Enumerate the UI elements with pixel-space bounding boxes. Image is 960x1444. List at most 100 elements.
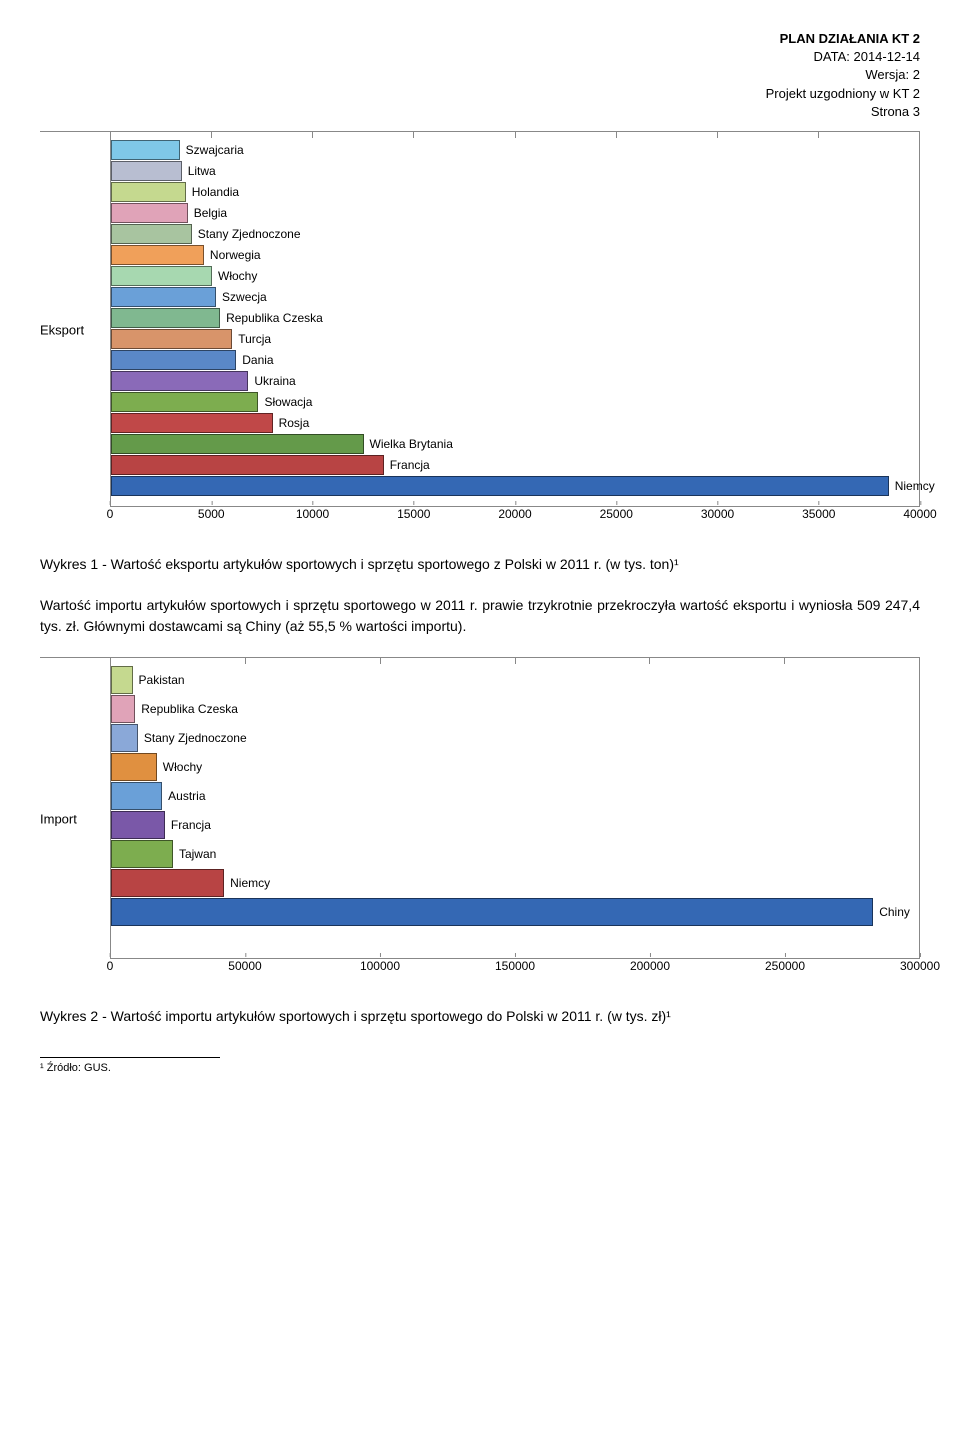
x-tick: 200000: [630, 959, 670, 973]
chart2-caption: Wykres 2 - Wartość importu artykułów spo…: [40, 1006, 920, 1027]
bar-row: Republika Czeska: [111, 308, 919, 328]
x-tick: 35000: [802, 507, 835, 521]
bar-row: Chiny: [111, 898, 919, 926]
x-tick: 5000: [198, 507, 225, 521]
bar-label: Belgia: [194, 206, 227, 220]
bar-row: Rosja: [111, 413, 919, 433]
header-project: Projekt uzgodniony w KT 2: [40, 85, 920, 103]
bar-label: Austria: [168, 789, 205, 803]
footnote-rule: [40, 1057, 220, 1058]
bar: [111, 782, 162, 810]
bar: [111, 329, 232, 349]
bar-label: Republika Czeska: [226, 311, 323, 325]
bar: [111, 350, 236, 370]
header-version: Wersja: 2: [40, 66, 920, 84]
bar: [111, 869, 224, 897]
bar-row: Litwa: [111, 161, 919, 181]
bar-label: Szwajcaria: [186, 143, 244, 157]
header-title: PLAN DZIAŁANIA KT 2: [40, 30, 920, 48]
bar-label: Ukraina: [254, 374, 295, 388]
bar-label: Litwa: [188, 164, 216, 178]
x-tick: 0: [107, 507, 114, 521]
bar-label: Pakistan: [139, 673, 185, 687]
bar-label: Francja: [171, 818, 211, 832]
bar: [111, 371, 248, 391]
bar: [111, 245, 204, 265]
bar-row: Republika Czeska: [111, 695, 919, 723]
bar-label: Niemcy: [230, 876, 270, 890]
bar-row: Niemcy: [111, 476, 919, 496]
bar: [111, 203, 188, 223]
bar: [111, 724, 138, 752]
bar-row: Szwecja: [111, 287, 919, 307]
x-tick: 25000: [600, 507, 633, 521]
bar: [111, 140, 180, 160]
x-tick: 10000: [296, 507, 329, 521]
bar-row: Holandia: [111, 182, 919, 202]
bar-row: Włochy: [111, 753, 919, 781]
bar-label: Szwecja: [222, 290, 267, 304]
x-tick: 0: [107, 959, 114, 973]
bar-label: Chiny: [879, 905, 910, 919]
bar-row: Tajwan: [111, 840, 919, 868]
bar-row: Włochy: [111, 266, 919, 286]
bar-label: Niemcy: [895, 479, 935, 493]
x-tick: 40000: [903, 507, 936, 521]
bar-label: Norwegia: [210, 248, 261, 262]
bar-row: Ukraina: [111, 371, 919, 391]
x-tick: 30000: [701, 507, 734, 521]
bar-label: Turcja: [238, 332, 271, 346]
bar: [111, 308, 220, 328]
bar: [111, 161, 182, 181]
bar-row: Dania: [111, 350, 919, 370]
bar: [111, 476, 889, 496]
bar: [111, 898, 873, 926]
bar-label: Stany Zjednoczone: [144, 731, 247, 745]
bar-row: Turcja: [111, 329, 919, 349]
x-tick: 20000: [498, 507, 531, 521]
bar: [111, 695, 135, 723]
bar-label: Republika Czeska: [141, 702, 238, 716]
bar-row: Stany Zjednoczone: [111, 224, 919, 244]
bar-label: Rosja: [279, 416, 310, 430]
bar-row: Pakistan: [111, 666, 919, 694]
bar-row: Belgia: [111, 203, 919, 223]
bar-label: Holandia: [192, 185, 239, 199]
bar-row: Francja: [111, 455, 919, 475]
bar: [111, 753, 157, 781]
import-chart: ImportPakistanRepublika CzeskaStany Zjed…: [40, 657, 920, 981]
bar-row: Francja: [111, 811, 919, 839]
page-header: PLAN DZIAŁANIA KT 2 DATA: 2014-12-14 Wer…: [40, 30, 920, 121]
x-tick: 50000: [228, 959, 261, 973]
bar-row: Austria: [111, 782, 919, 810]
bar-row: Szwajcaria: [111, 140, 919, 160]
bar-label: Stany Zjednoczone: [198, 227, 301, 241]
footnote: ¹ Źródło: GUS.: [40, 1062, 920, 1074]
bar: [111, 455, 384, 475]
bar-label: Wielka Brytania: [370, 437, 453, 451]
header-page: Strona 3: [40, 103, 920, 121]
bar-label: Dania: [242, 353, 273, 367]
bar-label: Tajwan: [179, 847, 216, 861]
header-date: DATA: 2014-12-14: [40, 48, 920, 66]
bar-row: Wielka Brytania: [111, 434, 919, 454]
chart1-caption: Wykres 1 - Wartość eksportu artykułów sp…: [40, 554, 920, 575]
bar-label: Włochy: [163, 760, 202, 774]
bar: [111, 811, 165, 839]
bar: [111, 266, 212, 286]
bar: [111, 182, 186, 202]
bar: [111, 434, 364, 454]
bar-row: Słowacja: [111, 392, 919, 412]
x-tick: 150000: [495, 959, 535, 973]
bar: [111, 287, 216, 307]
x-tick: 300000: [900, 959, 940, 973]
x-tick: 100000: [360, 959, 400, 973]
x-tick: 15000: [397, 507, 430, 521]
bar: [111, 840, 173, 868]
bar-row: Norwegia: [111, 245, 919, 265]
bar-label: Francja: [390, 458, 430, 472]
x-tick: 250000: [765, 959, 805, 973]
bar: [111, 413, 273, 433]
bar: [111, 224, 192, 244]
bar-label: Słowacja: [264, 395, 312, 409]
